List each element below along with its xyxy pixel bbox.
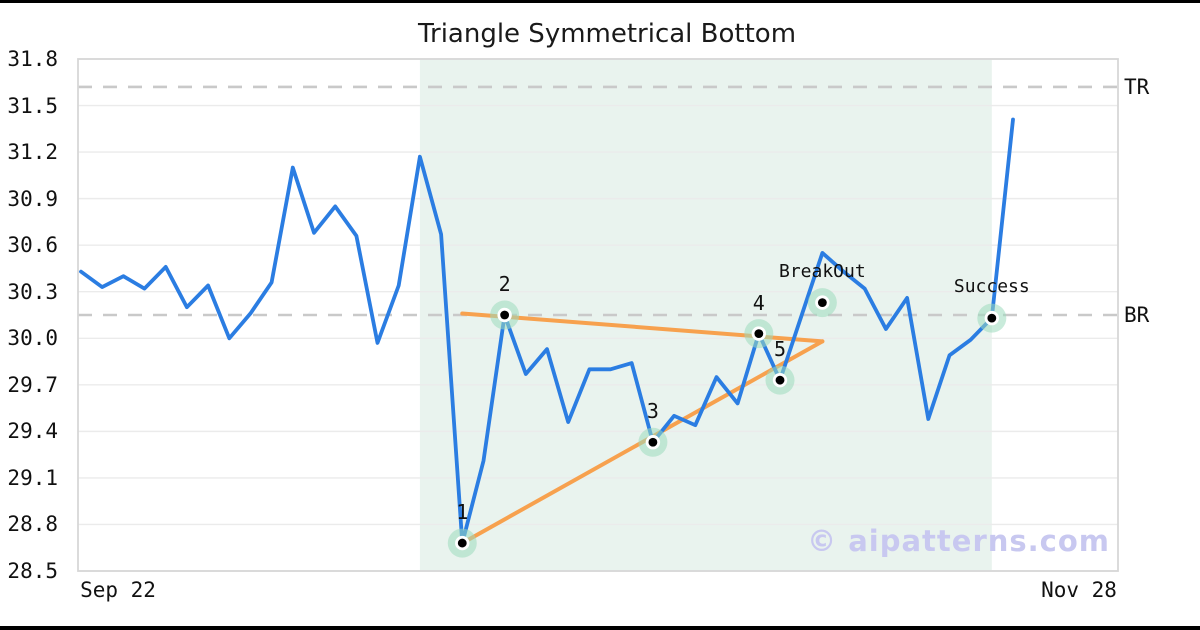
marker-2-dot — [500, 310, 510, 320]
x-axis-tick-label: Sep 22 — [80, 578, 156, 602]
marker-label-5: 5 — [773, 337, 787, 362]
top-edge-bar — [0, 0, 1200, 3]
y-axis-tick-label: 28.8 — [7, 512, 58, 537]
watermark: © aipatterns.com — [807, 524, 1110, 558]
y-axis-tick-label: 31.8 — [7, 47, 58, 71]
marker-1-dot — [457, 538, 467, 548]
tr-level-label: TR — [1124, 74, 1150, 99]
price-line — [79, 117, 1015, 545]
y-axis-tick-label: 31.5 — [7, 93, 58, 118]
y-axis-tick-label: 28.5 — [7, 559, 58, 583]
marker-label-breakout: BreakOut — [779, 260, 866, 282]
y-axis-tick-label: 29.7 — [7, 372, 58, 397]
marker-label-2: 2 — [498, 272, 511, 296]
y-axis-tick-label: 29.4 — [7, 419, 58, 444]
y-axis-tick-label: 29.1 — [7, 465, 58, 490]
marker-3-dot — [648, 437, 658, 447]
y-axis-tick-label: 30.6 — [7, 233, 58, 258]
marker-label-success: Success — [953, 276, 1030, 298]
plot-border — [77, 58, 1119, 572]
y-axis-tick-label: 30.0 — [7, 326, 58, 351]
bottom-edge-bar — [0, 626, 1200, 630]
y-axis-tick-label: 30.9 — [7, 186, 58, 211]
br-level-label: BR — [1124, 303, 1150, 327]
marker-breakout-dot — [817, 298, 827, 307]
marker-label-3: 3 — [646, 399, 659, 424]
x-axis-tick-label: Nov 28 — [1041, 578, 1117, 602]
y-axis-tick-label: 31.2 — [7, 140, 58, 165]
marker-success-dot — [987, 313, 997, 323]
marker-label-1: 1 — [456, 500, 469, 525]
marker-4-dot — [754, 329, 764, 339]
marker-5-dot — [775, 375, 785, 385]
y-axis-tick-label: 30.3 — [7, 279, 58, 304]
chart-title: Triangle Symmetrical Bottom — [417, 19, 797, 49]
marker-label-4: 4 — [752, 290, 765, 315]
